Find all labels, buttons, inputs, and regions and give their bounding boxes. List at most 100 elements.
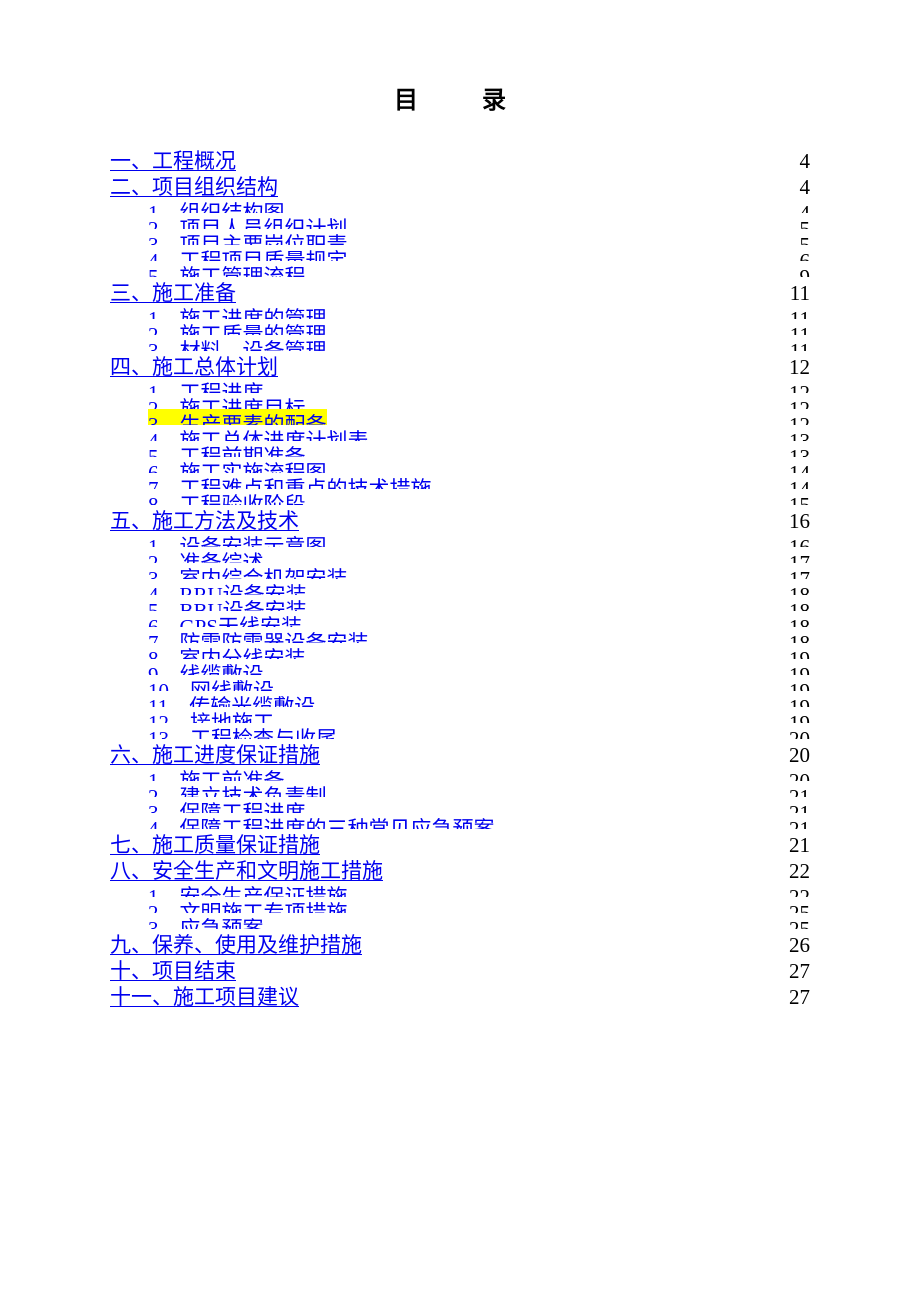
- toc-entry: 8、室内分线安装 19: [148, 643, 810, 659]
- toc-entry: 九、保养、使用及维护措施 26: [110, 929, 810, 955]
- toc-page-number: 26: [785, 933, 810, 955]
- toc-link[interactable]: 11、传输光缆敷设: [148, 691, 315, 707]
- toc-link[interactable]: 九、保养、使用及维护措施: [110, 929, 362, 955]
- toc-page-number: 11: [786, 307, 810, 319]
- toc-link[interactable]: 9、线缆敷设: [148, 659, 264, 675]
- toc-link[interactable]: 12、接地施工: [148, 707, 274, 723]
- toc-entry: 五、施工方法及技术 16: [110, 505, 810, 531]
- toc-page-number: 19: [785, 679, 810, 691]
- toc-page-number: 14: [785, 461, 810, 473]
- toc-page-number: 19: [785, 647, 810, 659]
- toc-link[interactable]: 4、工程项目质量规定: [148, 245, 348, 261]
- toc-entry: 3、应急预案 25: [148, 913, 810, 929]
- toc-link[interactable]: 13、工程检查与收尾: [148, 723, 337, 739]
- toc-link[interactable]: 6、GPS天线安装: [148, 611, 302, 627]
- toc-entry: 六、施工进度保证措施 20: [110, 739, 810, 765]
- toc-link[interactable]: 1、安全生产保证措施: [148, 881, 348, 897]
- toc-page-number: 18: [785, 599, 810, 611]
- toc-link[interactable]: 5、施工管理流程: [148, 261, 306, 277]
- toc-link[interactable]: 7、工程难点和重点的技术措施: [148, 473, 432, 489]
- toc-link[interactable]: 3、材料、设备管理: [148, 335, 327, 351]
- toc-link[interactable]: 六、施工进度保证措施: [110, 739, 320, 765]
- toc-link[interactable]: 2、准备综述: [148, 547, 264, 563]
- toc-link[interactable]: 2、项目人员组织计划: [148, 213, 348, 229]
- toc-link[interactable]: 4、施工总体进度计划表: [148, 425, 369, 441]
- toc-page-number: 20: [785, 769, 810, 781]
- toc-entry: 5、工程前期准备13: [148, 441, 810, 457]
- toc-page-number: 22: [785, 859, 810, 881]
- toc-link[interactable]: 五、施工方法及技术: [110, 505, 299, 531]
- toc-entry: 8、工程验收阶段15: [148, 489, 810, 505]
- toc-entry: 2、项目人员组织计划5: [148, 213, 810, 229]
- toc-entry: 一、工程概况4: [110, 145, 810, 171]
- toc-link[interactable]: 3、项目主要岗位职责: [148, 229, 348, 245]
- toc-link[interactable]: 七、施工质量保证措施: [110, 829, 320, 855]
- toc-entry: 2、施工进度目标12: [148, 393, 810, 409]
- toc-title: 目 录: [110, 80, 810, 115]
- toc-link[interactable]: 1、施工进度的管理: [148, 303, 327, 319]
- toc-page-number: 11: [786, 323, 810, 335]
- toc-entry: 3、保障工程进度 21: [148, 797, 810, 813]
- toc-link[interactable]: 4、RRU设备安装: [148, 579, 307, 595]
- toc-entry: 5、BBU设备安装 18: [148, 595, 810, 611]
- toc-link[interactable]: 3、生产要素的配备: [148, 409, 327, 425]
- toc-link[interactable]: 二、项目组织结构: [110, 171, 278, 197]
- toc-link[interactable]: 6、施工实施流程图: [148, 457, 327, 473]
- toc-page-number: 21: [785, 785, 810, 797]
- toc-entry: 2、建立技术负责制 21: [148, 781, 810, 797]
- toc-link[interactable]: 3、应急预案: [148, 913, 264, 929]
- toc-link[interactable]: 三、施工准备: [110, 277, 236, 303]
- toc-page-number: 17: [785, 567, 810, 579]
- toc-link[interactable]: 2、施工质量的管理: [148, 319, 327, 335]
- toc-link[interactable]: 8、室内分线安装: [148, 643, 306, 659]
- toc-entry: 3、生产要素的配备 12: [148, 409, 810, 425]
- toc-entry: 6、施工实施流程图 14: [148, 457, 810, 473]
- toc-entry: 二、项目组织结构4: [110, 171, 810, 197]
- toc-link[interactable]: 3、室内综合机架安装: [148, 563, 348, 579]
- toc-entry: 1、施工前准备 20: [148, 765, 810, 781]
- toc-entry: 6、GPS天线安装18: [148, 611, 810, 627]
- toc-entry: 2、文明施工专项措施 25: [148, 897, 810, 913]
- toc-link[interactable]: 1、组织结构图: [148, 197, 285, 213]
- toc-page-number: 25: [785, 901, 810, 913]
- toc-link[interactable]: 四、施工总体计划: [110, 351, 278, 377]
- toc-link[interactable]: 10、网线敷设: [148, 675, 274, 691]
- toc-entry: 9、线缆敷设19: [148, 659, 810, 675]
- toc-link[interactable]: 4、保障工程进度的三种常见应急预案: [148, 813, 495, 829]
- toc-page-number: 20: [785, 727, 810, 739]
- toc-entry: 四、施工总体计划12: [110, 351, 810, 377]
- toc-link[interactable]: 5、BBU设备安装: [148, 595, 307, 611]
- toc-page-number: 5: [786, 233, 810, 245]
- toc-page-number: 9: [786, 265, 810, 277]
- toc-page-number: 14: [785, 477, 810, 489]
- toc-link[interactable]: 8、工程验收阶段: [148, 489, 306, 505]
- toc-page-number: 22: [785, 885, 810, 897]
- toc-page-number: 21: [785, 801, 810, 813]
- toc-page-number: 16: [785, 509, 810, 531]
- toc-link[interactable]: 5、工程前期准备: [148, 441, 306, 457]
- toc-page-number: 25: [785, 917, 810, 929]
- toc-page-number: 12: [785, 413, 810, 425]
- toc-page-number: 27: [785, 985, 810, 1007]
- toc-page-number: 18: [785, 583, 810, 595]
- toc-page-number: 21: [785, 817, 810, 829]
- toc-entry: 3、项目主要岗位职责 5: [148, 229, 810, 245]
- toc-link[interactable]: 2、文明施工专项措施: [148, 897, 348, 913]
- toc-entry: 十、项目结束27: [110, 955, 810, 981]
- toc-link[interactable]: 1、施工前准备: [148, 765, 285, 781]
- toc-link[interactable]: 3、保障工程进度: [148, 797, 306, 813]
- toc-link[interactable]: 十一、施工项目建议: [110, 981, 299, 1007]
- toc-link[interactable]: 7、防雷防雷器设备安装: [148, 627, 369, 643]
- toc-entry: 三、施工准备11: [110, 277, 810, 303]
- toc-link[interactable]: 十、项目结束: [110, 955, 236, 981]
- toc-link[interactable]: 1、设备安装示意图: [148, 531, 327, 547]
- toc-page-number: 18: [785, 631, 810, 643]
- toc-link[interactable]: 2、建立技术负责制: [148, 781, 327, 797]
- toc-entry: 1、施工进度的管理 11: [148, 303, 810, 319]
- toc-link[interactable]: 1、工程进度: [148, 377, 264, 393]
- toc-link[interactable]: 一、工程概况: [110, 145, 236, 171]
- toc-page-number: 4: [786, 201, 810, 213]
- toc-page-number: 20: [785, 743, 810, 765]
- toc-link[interactable]: 八、安全生产和文明施工措施: [110, 855, 383, 881]
- toc-link[interactable]: 2、施工进度目标: [148, 393, 306, 409]
